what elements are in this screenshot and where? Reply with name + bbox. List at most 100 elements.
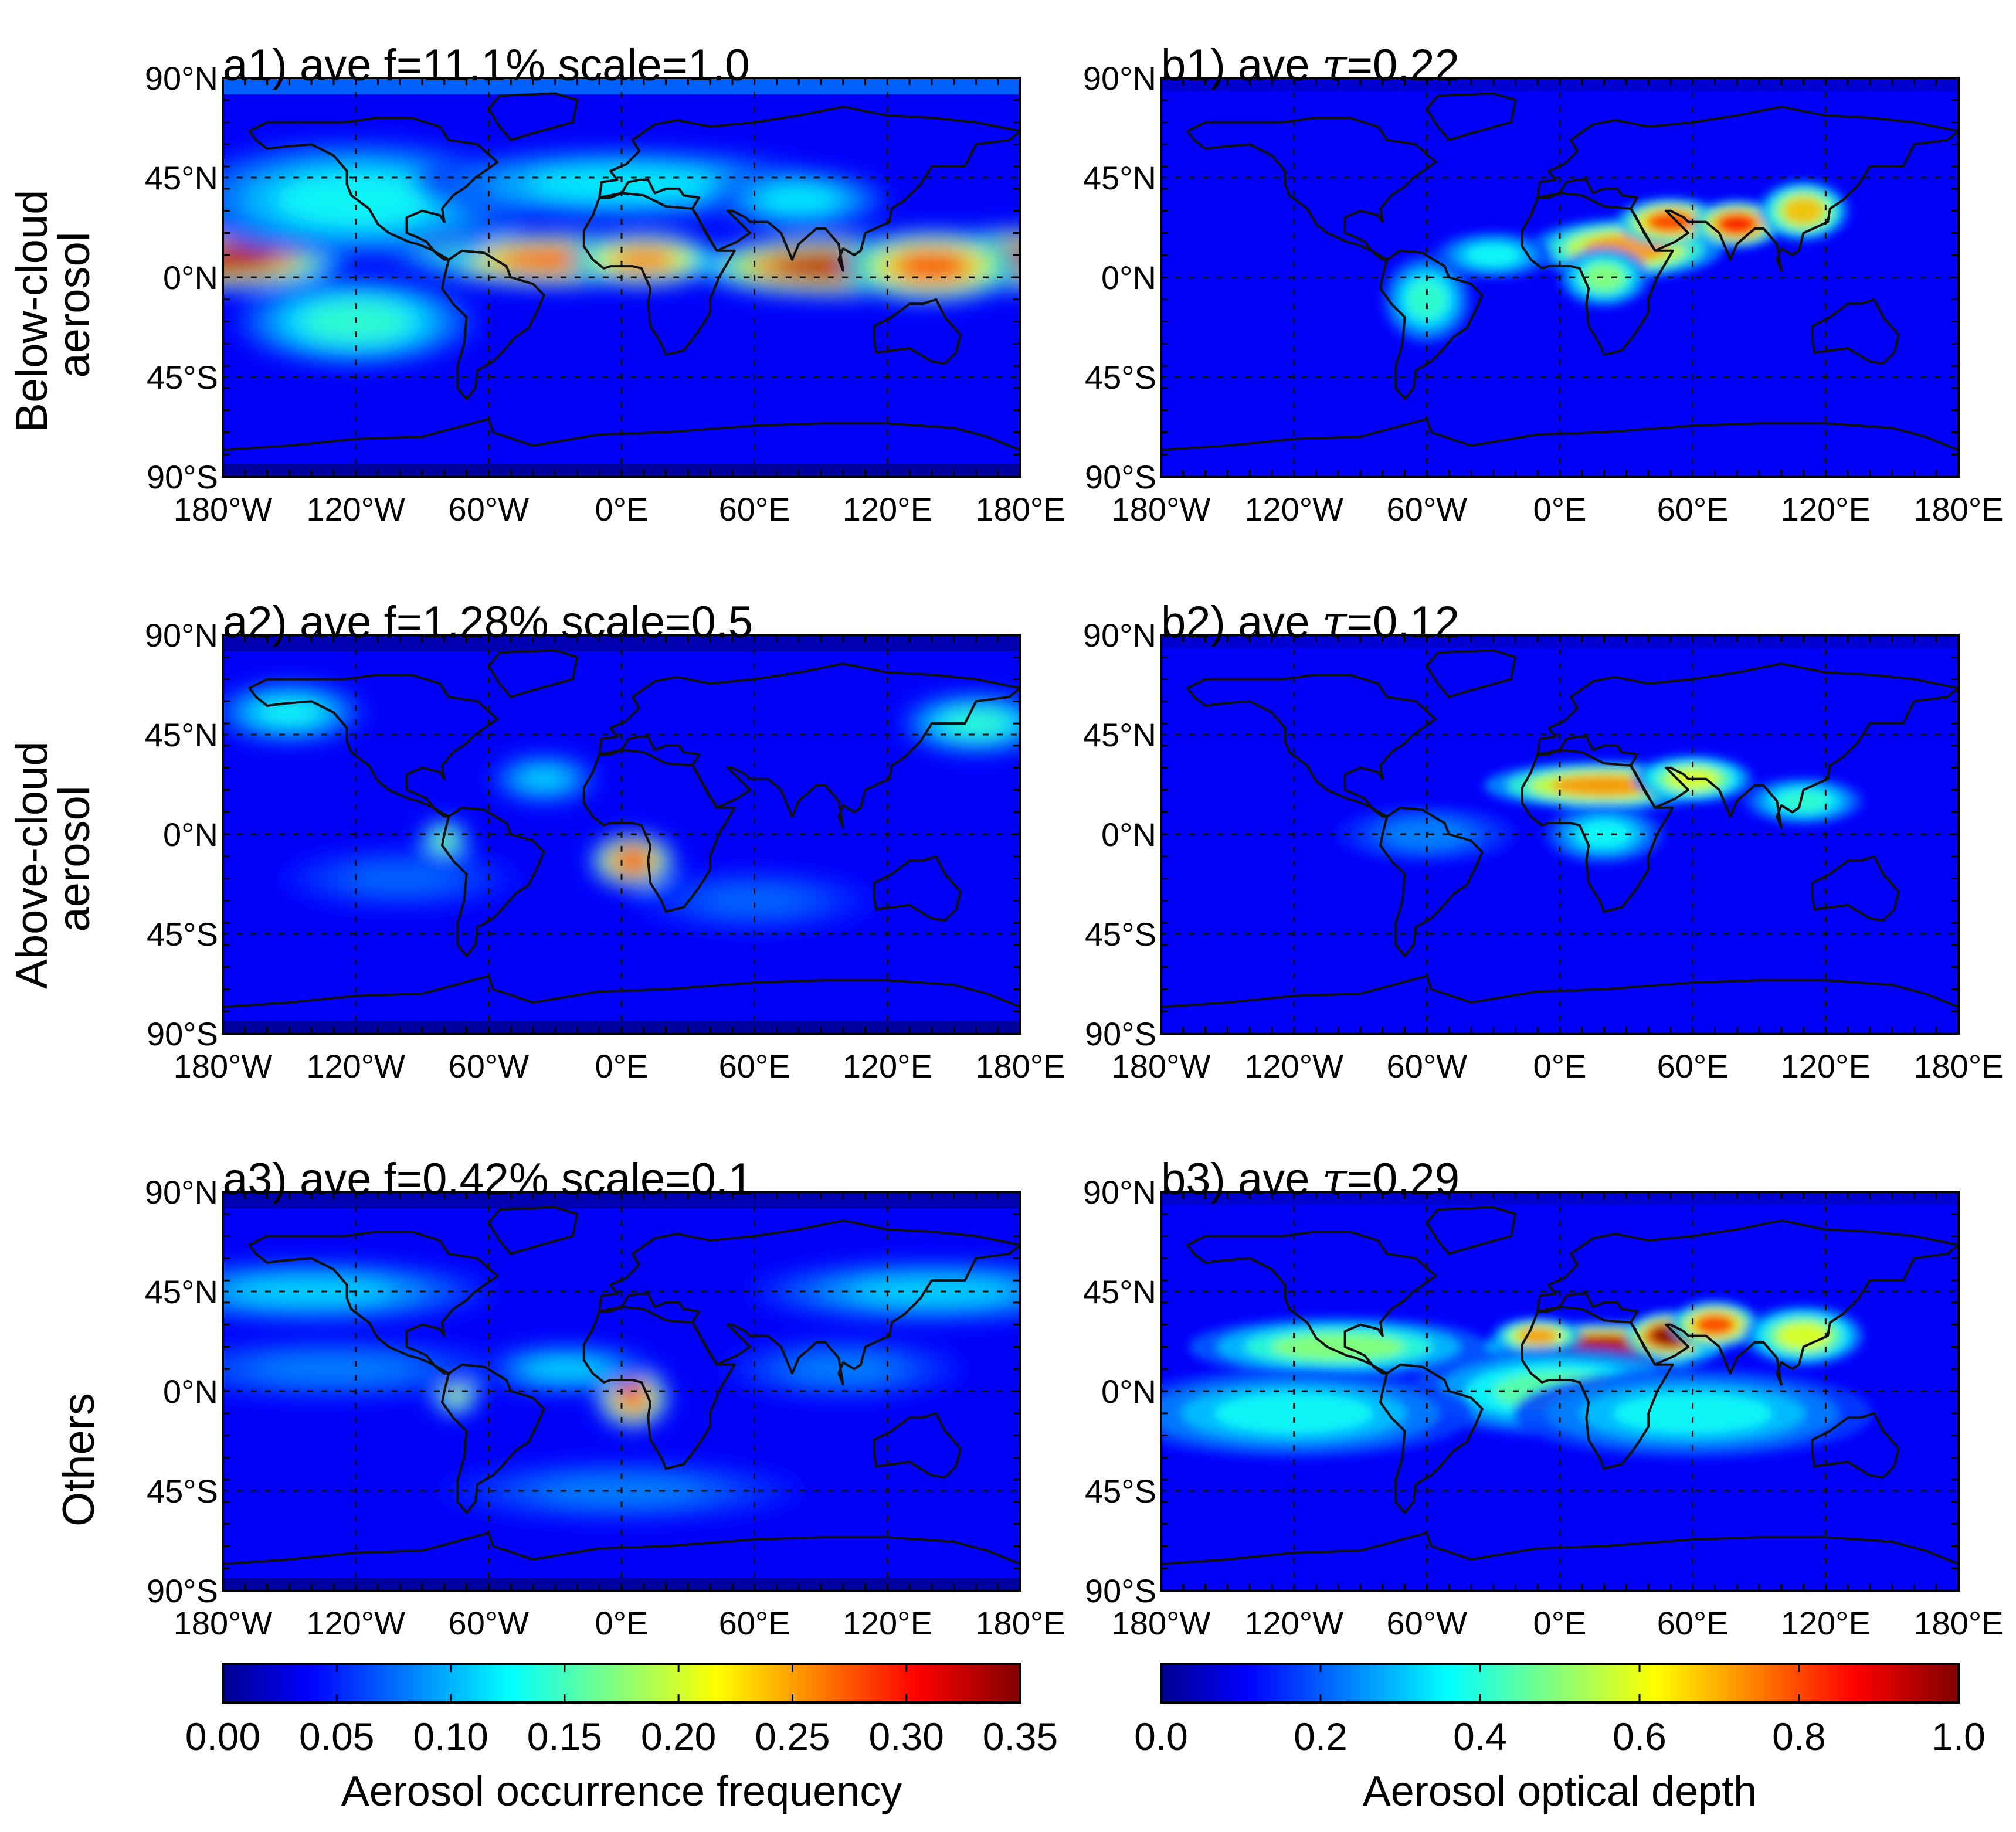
- lat-tick-label: 45°N: [145, 159, 218, 196]
- field-blob: [1777, 1322, 1830, 1350]
- panel-title-text: a3) ave f=0.42% scale=0.1: [223, 1154, 753, 1204]
- field-blob: [1271, 1333, 1405, 1361]
- panel-title: a3) ave f=0.42% scale=0.1: [223, 1154, 753, 1204]
- lon-tick-label: 180°W: [174, 1048, 273, 1085]
- coastline: [1161, 1531, 1959, 1590]
- gridlines: [1161, 1192, 1959, 1590]
- row-label-below-cloud: Below-cloud aerosol: [7, 177, 99, 432]
- coastline: [487, 1206, 579, 1255]
- lon-tick-label: 60°W: [1387, 491, 1468, 528]
- lon-tick-label: 180°W: [174, 491, 273, 528]
- lat-tick-label: 45°S: [1085, 1473, 1156, 1510]
- field-blob: [528, 168, 715, 200]
- lon-tick-label: 180°E: [975, 1605, 1065, 1641]
- colorbar-tick-label: 0.35: [983, 1715, 1058, 1758]
- field-blob: [1214, 1393, 1374, 1433]
- lon-tick-label: 60°W: [1387, 1605, 1468, 1641]
- minor-ticks: [1161, 78, 1959, 477]
- field-blob: [942, 710, 1010, 737]
- coastline: [598, 106, 1020, 272]
- colorbar-frequency-gradient: [222, 1663, 1021, 1704]
- lon-tick-label: 180°E: [975, 1048, 1065, 1085]
- panel-title: b3) ave τ=0.29: [1161, 1153, 1460, 1205]
- colorbar-aod-label: Aerosol optical depth: [1363, 1768, 1757, 1815]
- lat-tick-label: 45°N: [145, 1273, 218, 1310]
- panel-title-text: a1) ave f=11.1% scale=1.0: [223, 40, 750, 90]
- panel-title-symbol: τ: [1322, 39, 1348, 91]
- coastline: [1379, 1363, 1484, 1514]
- row-label-others: Others: [54, 1393, 104, 1527]
- lat-tick-label: 90°S: [147, 1572, 218, 1609]
- lon-tick-label: 0°E: [595, 1605, 649, 1641]
- coastlines: [223, 1206, 1020, 1590]
- colorbar-tick-label: 0.4: [1453, 1715, 1507, 1758]
- panel-title-text: a2) ave f=1.28% scale=0.5: [223, 597, 753, 647]
- lon-tick-label: 120°W: [1244, 1605, 1343, 1641]
- lon-tick-label: 0°E: [595, 491, 649, 528]
- lon-tick-label: 0°E: [1533, 491, 1587, 528]
- lat-tick-label: 0°N: [163, 816, 218, 853]
- lon-tick-label: 180°E: [975, 491, 1065, 528]
- coastline: [487, 649, 579, 698]
- lat-tick-label: 45°N: [1083, 716, 1156, 753]
- lon-tick-label: 60°W: [449, 491, 530, 528]
- field-blob: [614, 848, 651, 873]
- lat-tick-label: 90°N: [145, 617, 218, 654]
- coastline: [441, 806, 545, 957]
- field-blob: [1584, 264, 1624, 291]
- panel-title-symbol: τ: [1322, 596, 1348, 648]
- coastline: [487, 92, 579, 141]
- field-blob: [790, 1355, 897, 1382]
- lat-tick-label: 90°N: [1083, 617, 1156, 654]
- field-blob: [1467, 244, 1521, 266]
- colorbar-aod-gradient: [1160, 1663, 1960, 1704]
- coastline: [582, 192, 736, 356]
- minor-ticks: [223, 78, 1020, 477]
- lon-tick-label: 60°E: [719, 1048, 790, 1085]
- coastline: [1186, 1231, 1437, 1375]
- coastline: [582, 1306, 736, 1470]
- panel-title-text: b3) ave: [1161, 1154, 1322, 1204]
- lon-tick-label: 60°E: [1657, 1048, 1729, 1085]
- colorbar-tick-label: 0.30: [868, 1715, 943, 1758]
- lon-tick-label: 120°E: [843, 1048, 932, 1085]
- colorbar-tick-label: 0.20: [641, 1715, 716, 1758]
- colorbar-tick-label: 0.8: [1772, 1715, 1826, 1758]
- lat-tick-label: 45°S: [1085, 359, 1156, 396]
- coastline: [598, 1219, 1020, 1386]
- minor-ticks: [223, 1192, 1020, 1590]
- field-blob: [1518, 1327, 1558, 1344]
- field-blob: [1695, 1314, 1735, 1335]
- panel-title-symbol: τ: [1322, 1153, 1348, 1205]
- lon-tick-label: 120°E: [1781, 1605, 1871, 1641]
- lon-tick-label: 60°W: [1387, 1048, 1468, 1085]
- lat-tick-label: 90°N: [1083, 1174, 1156, 1211]
- minor-ticks: [1161, 635, 1959, 1034]
- minor-ticks: [223, 635, 1020, 1034]
- minor-ticks: [1161, 1192, 1959, 1590]
- coastline: [248, 1231, 499, 1375]
- lon-tick-label: 180°W: [1112, 1605, 1211, 1641]
- lon-tick-label: 60°E: [719, 1605, 790, 1641]
- colorbar-tick-label: 0.25: [755, 1715, 830, 1758]
- lat-tick-label: 0°N: [163, 1373, 218, 1410]
- panel-title-text: b1) ave: [1161, 40, 1322, 90]
- panel-title-value: =0.29: [1347, 1154, 1460, 1204]
- coastline: [1161, 417, 1959, 477]
- lon-tick-label: 180°E: [1913, 491, 2003, 528]
- coastlines: [1161, 1206, 1959, 1590]
- colorbar-tick-label: 0.15: [527, 1715, 602, 1758]
- data-field: [223, 78, 1020, 477]
- lon-tick-label: 0°E: [1533, 1605, 1587, 1641]
- coastlines: [1161, 649, 1959, 1034]
- panel-title-value: =0.12: [1347, 597, 1460, 647]
- panel-title: b2) ave τ=0.12: [1161, 596, 1460, 648]
- lon-tick-label: 180°W: [1112, 491, 1211, 528]
- coastlines: [223, 649, 1020, 1034]
- field-blob: [223, 246, 276, 273]
- coastline: [1521, 749, 1674, 913]
